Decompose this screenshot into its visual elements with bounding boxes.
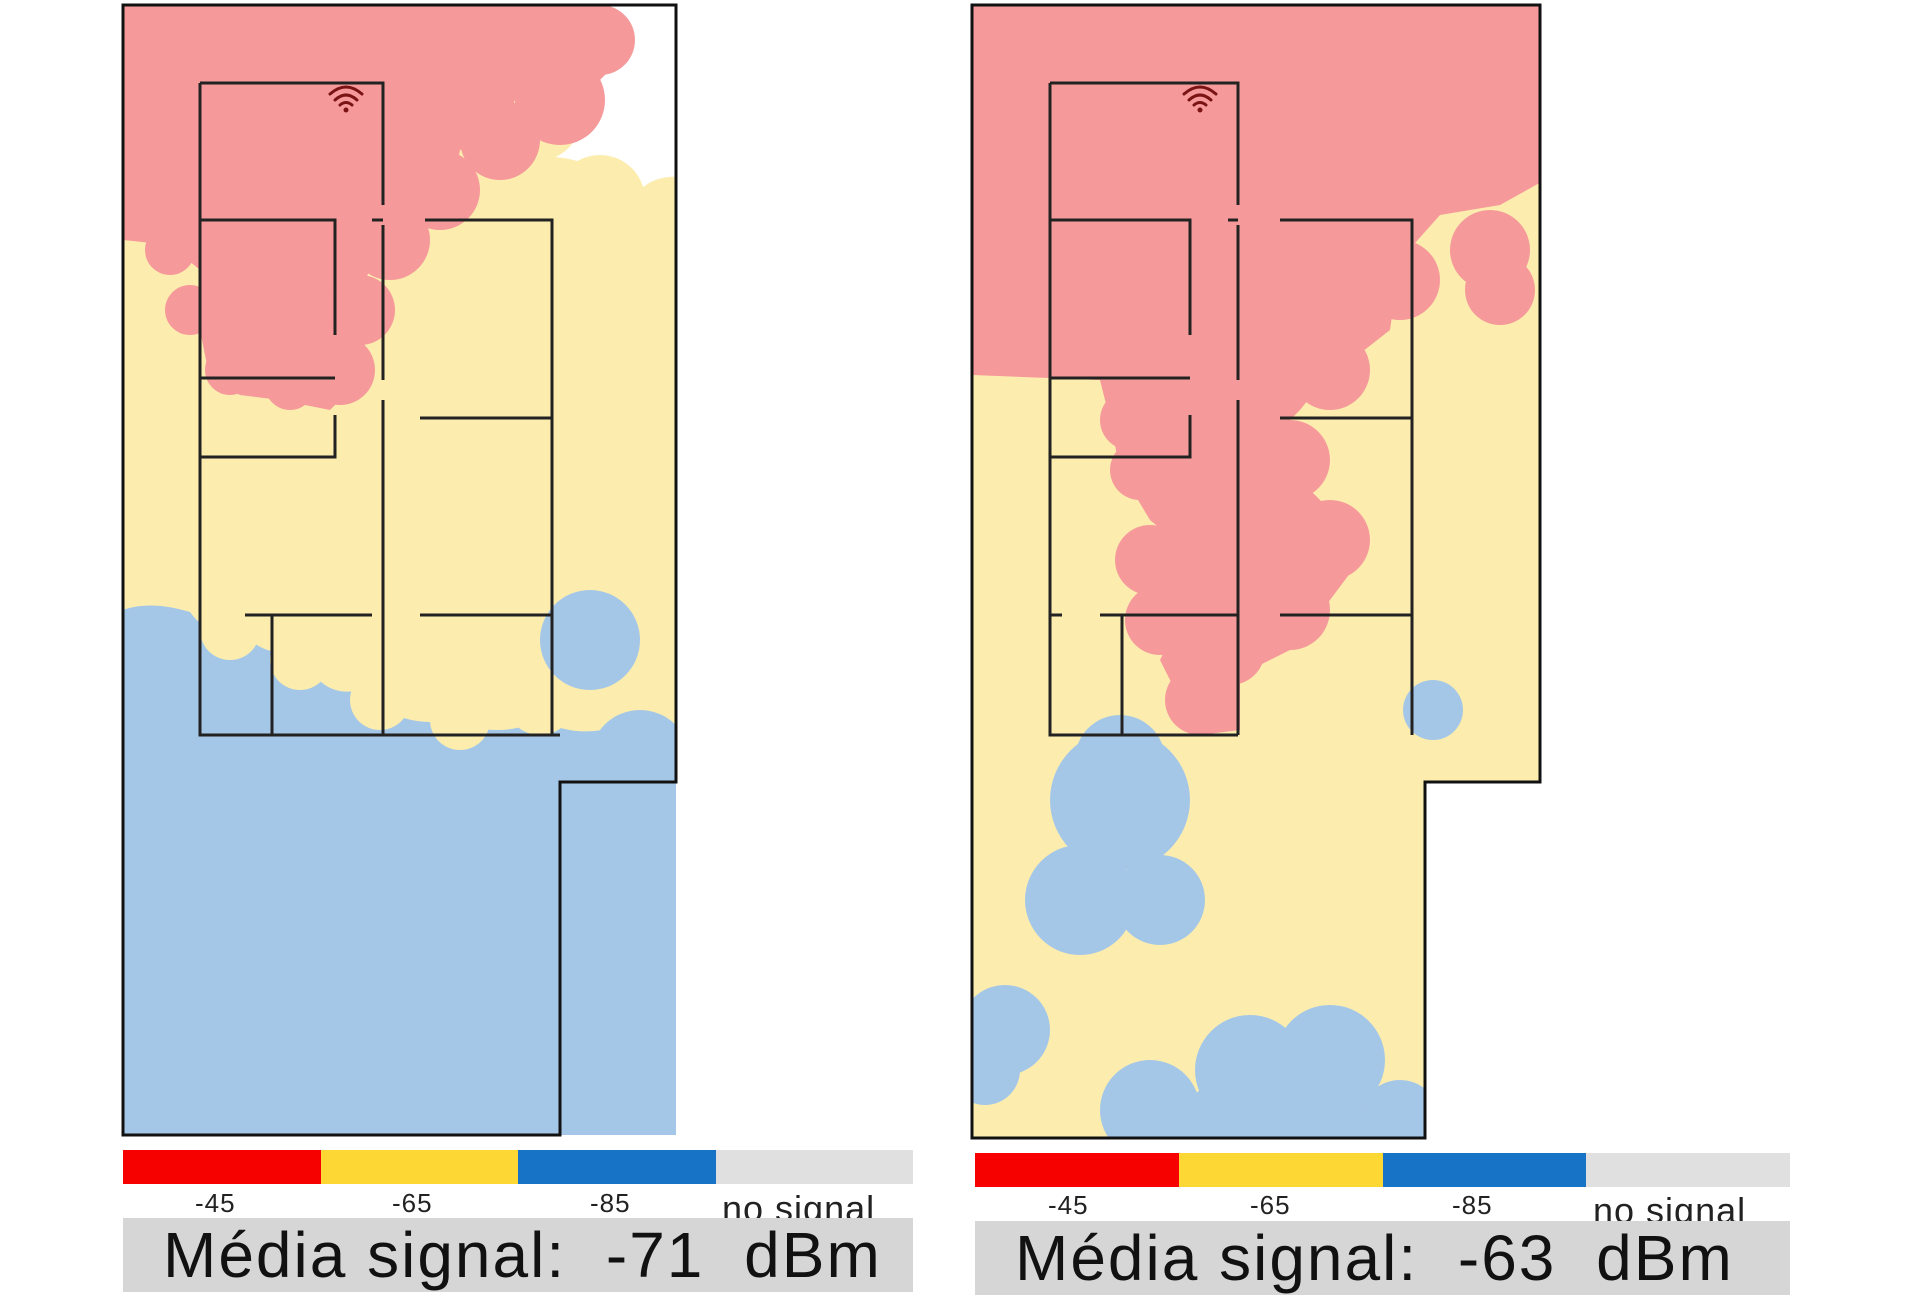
interior-walls-right — [1048, 81, 1414, 737]
heatmap-left — [121, 3, 678, 1137]
signal-zones-left — [123, 5, 676, 1135]
average-signal-prefix: Média signal: — [163, 1219, 567, 1291]
legend-swatch-weak — [518, 1150, 716, 1184]
wifi-icon — [328, 85, 364, 113]
legend-tick: -65 — [1250, 1190, 1291, 1220]
signal-legend — [975, 1153, 1790, 1187]
legend-tick: -45 — [1048, 1190, 1089, 1220]
average-signal-prefix: Média signal: — [1015, 1222, 1419, 1294]
signal-legend — [123, 1150, 913, 1184]
legend-tick: -85 — [1452, 1190, 1493, 1220]
legend-swatch-medium — [320, 1150, 518, 1184]
legend-tick: -45 — [195, 1188, 236, 1218]
legend-swatch-no-signal — [1586, 1153, 1790, 1187]
legend-tick: -85 — [590, 1188, 631, 1218]
legend-swatch-strong — [123, 1150, 321, 1184]
heatmap-right — [970, 3, 1542, 1140]
legend-swatch-strong — [975, 1153, 1179, 1187]
average-signal-unit: dBm — [1596, 1222, 1734, 1294]
interior-walls-left — [198, 81, 560, 737]
average-signal-value: -63 — [1457, 1222, 1557, 1294]
average-signal-readout: Média signal: -71 dBm — [123, 1218, 913, 1292]
average-signal-readout: Média signal: -63 dBm — [975, 1221, 1790, 1295]
average-signal-value: -71 — [605, 1219, 705, 1291]
legend-swatch-no-signal — [715, 1150, 913, 1184]
legend-swatch-weak — [1382, 1153, 1587, 1187]
legend-swatch-medium — [1178, 1153, 1383, 1187]
outer-wall-right — [970, 3, 1542, 1140]
legend-tick: -65 — [392, 1188, 433, 1218]
wifi-icon — [1182, 85, 1218, 113]
average-signal-unit: dBm — [744, 1219, 882, 1291]
outer-wall-left — [121, 3, 678, 1137]
